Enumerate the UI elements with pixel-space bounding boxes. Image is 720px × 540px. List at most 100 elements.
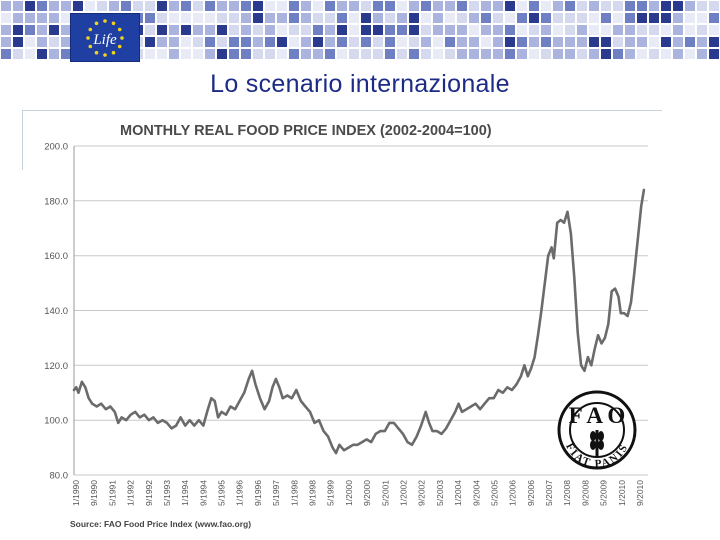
- mosaic-tile: [193, 1, 203, 11]
- mosaic-tile: [553, 49, 563, 59]
- chart-frame-left: [22, 110, 23, 170]
- mosaic-tile: [481, 13, 491, 23]
- mosaic-tile: [229, 49, 239, 59]
- mosaic-tile: [181, 13, 191, 23]
- mosaic-tile: [25, 49, 35, 59]
- mosaic-tile: [325, 25, 335, 35]
- mosaic-tile: [445, 49, 455, 59]
- mosaic-tile: [505, 49, 515, 59]
- mosaic-tile: [49, 1, 59, 11]
- mosaic-tile: [421, 13, 431, 23]
- mosaic-tile: [685, 1, 695, 11]
- mosaic-tile: [457, 49, 467, 59]
- mosaic-tile: [301, 25, 311, 35]
- mosaic-tile: [709, 1, 719, 11]
- x-tick-label: 9/2008: [580, 480, 590, 506]
- mosaic-tile: [661, 1, 671, 11]
- mosaic-tile: [409, 1, 419, 11]
- x-tick-label: 9/2010: [635, 480, 645, 506]
- mosaic-tile: [517, 1, 527, 11]
- mosaic-tile: [265, 13, 275, 23]
- mosaic-tile: [169, 49, 179, 59]
- mosaic-tile: [253, 37, 263, 47]
- mosaic-tile: [169, 25, 179, 35]
- mosaic-tile: [97, 1, 107, 11]
- mosaic-tile: [697, 13, 707, 23]
- mosaic-tile: [577, 37, 587, 47]
- mosaic-tile: [289, 37, 299, 47]
- x-tick-label: 1/2010: [617, 480, 627, 506]
- wheat-ear-icon: [590, 430, 604, 456]
- x-tick-label: 9/2006: [526, 480, 536, 506]
- mosaic-tile: [205, 37, 215, 47]
- mosaic-tile: [673, 25, 683, 35]
- x-tick-label: 1/2000: [344, 480, 354, 506]
- mosaic-tile: [157, 25, 167, 35]
- mosaic-tile: [601, 37, 611, 47]
- mosaic-tile: [145, 37, 155, 47]
- mosaic-tile: [697, 1, 707, 11]
- mosaic-tile: [481, 49, 491, 59]
- mosaic-tile: [493, 37, 503, 47]
- mosaic-tile: [217, 49, 227, 59]
- mosaic-tile: [349, 49, 359, 59]
- mosaic-tile: [529, 49, 539, 59]
- mosaic-tile: [625, 1, 635, 11]
- x-tick-label: 1/1992: [126, 480, 136, 506]
- x-tick-label: 9/1996: [253, 480, 263, 506]
- mosaic-tile: [157, 1, 167, 11]
- mosaic-tile: [217, 25, 227, 35]
- mosaic-tile: [649, 25, 659, 35]
- mosaic-tile: [637, 25, 647, 35]
- y-tick-label: 100.0: [44, 416, 68, 427]
- mosaic-tile: [601, 13, 611, 23]
- mosaic-tile: [13, 37, 23, 47]
- mosaic-tile: [589, 25, 599, 35]
- mosaic-tile: [457, 37, 467, 47]
- mosaic-tile: [313, 25, 323, 35]
- mosaic-tile: [193, 25, 203, 35]
- mosaic-tile: [529, 25, 539, 35]
- mosaic-tile: [409, 25, 419, 35]
- mosaic-tile: [229, 37, 239, 47]
- mosaic-tile: [241, 1, 251, 11]
- mosaic-tile: [301, 37, 311, 47]
- x-tick-label: 1/1990: [71, 480, 81, 506]
- mosaic-tile: [601, 25, 611, 35]
- mosaic-tile: [325, 49, 335, 59]
- mosaic-tile: [241, 37, 251, 47]
- mosaic-tile: [361, 13, 371, 23]
- mosaic-tile: [313, 13, 323, 23]
- mosaic-tile: [469, 1, 479, 11]
- food-price-chart: MONTHLY REAL FOOD PRICE INDEX (2002-2004…: [44, 123, 648, 529]
- mosaic-tile: [181, 37, 191, 47]
- mosaic-tile: [205, 13, 215, 23]
- mosaic-tile: [373, 13, 383, 23]
- mosaic-tile: [625, 49, 635, 59]
- mosaic-tile: [625, 25, 635, 35]
- mosaic-tile: [361, 25, 371, 35]
- mosaic-tile: [709, 37, 719, 47]
- mosaic-tile: [169, 37, 179, 47]
- x-tick-label: 5/1991: [107, 480, 117, 506]
- mosaic-tile: [625, 37, 635, 47]
- mosaic-tile: [157, 37, 167, 47]
- mosaic-tile: [253, 1, 263, 11]
- y-axis-ticks: 200.0 180.0 160.0 140.0 120.0 100.0 80.0: [44, 142, 68, 482]
- fao-letters: F A O: [569, 403, 626, 428]
- mosaic-tile: [349, 13, 359, 23]
- x-tick-label: 9/1992: [144, 480, 154, 506]
- mosaic-tile: [565, 37, 575, 47]
- mosaic-tile: [73, 1, 83, 11]
- mosaic-tile: [661, 49, 671, 59]
- mosaic-tile: [529, 37, 539, 47]
- mosaic-tile: [517, 13, 527, 23]
- mosaic-tile: [37, 37, 47, 47]
- mosaic-tile: [265, 1, 275, 11]
- mosaic-tile: [433, 25, 443, 35]
- mosaic-tile: [541, 49, 551, 59]
- mosaic-tile: [469, 25, 479, 35]
- x-tick-label: 9/1998: [308, 480, 318, 506]
- mosaic-tile: [253, 13, 263, 23]
- x-tick-label: 9/1990: [89, 480, 99, 506]
